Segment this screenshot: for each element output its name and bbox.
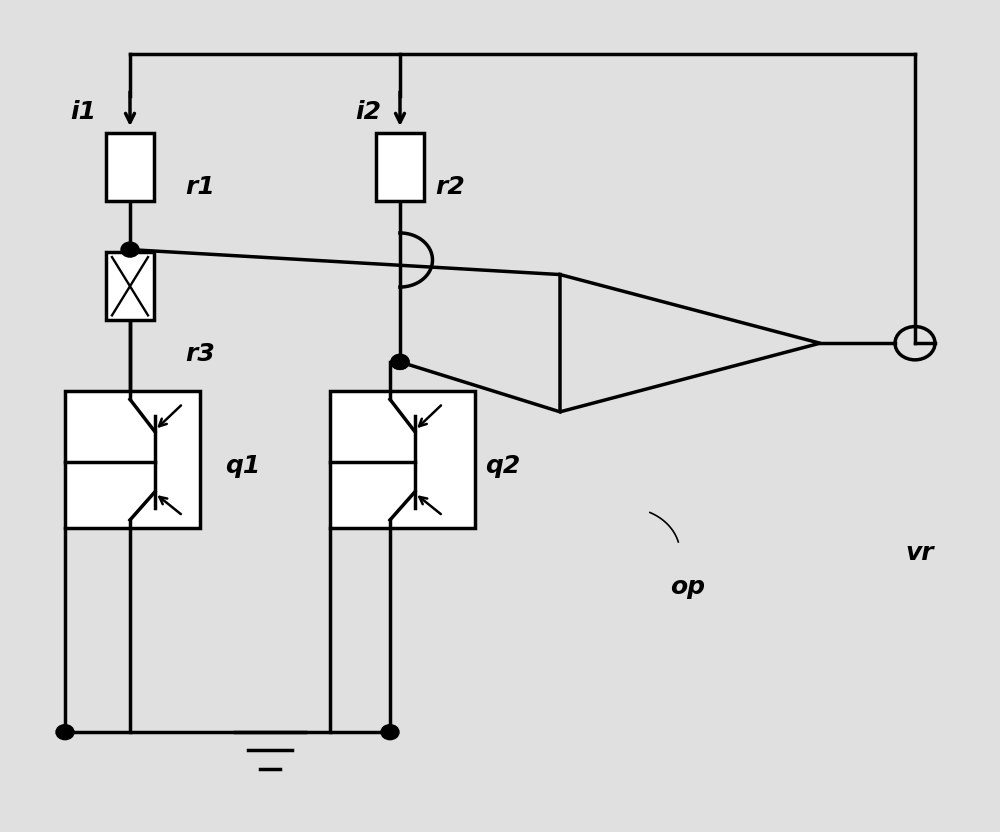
Bar: [106, 252, 154, 320]
Bar: [65, 391, 200, 528]
Text: i2: i2: [355, 101, 381, 124]
Text: i1: i1: [70, 101, 96, 124]
Circle shape: [56, 725, 74, 740]
Bar: [376, 133, 424, 201]
Bar: [106, 133, 154, 201]
Text: r3: r3: [185, 342, 215, 365]
Circle shape: [381, 725, 399, 740]
Text: r1: r1: [185, 176, 215, 199]
Text: op: op: [670, 575, 705, 598]
Circle shape: [391, 354, 409, 369]
Circle shape: [391, 354, 409, 369]
Circle shape: [121, 242, 139, 257]
Text: r2: r2: [435, 176, 465, 199]
Text: q2: q2: [485, 454, 520, 478]
Text: vr: vr: [905, 542, 934, 565]
Bar: [330, 391, 475, 528]
Text: q1: q1: [225, 454, 260, 478]
